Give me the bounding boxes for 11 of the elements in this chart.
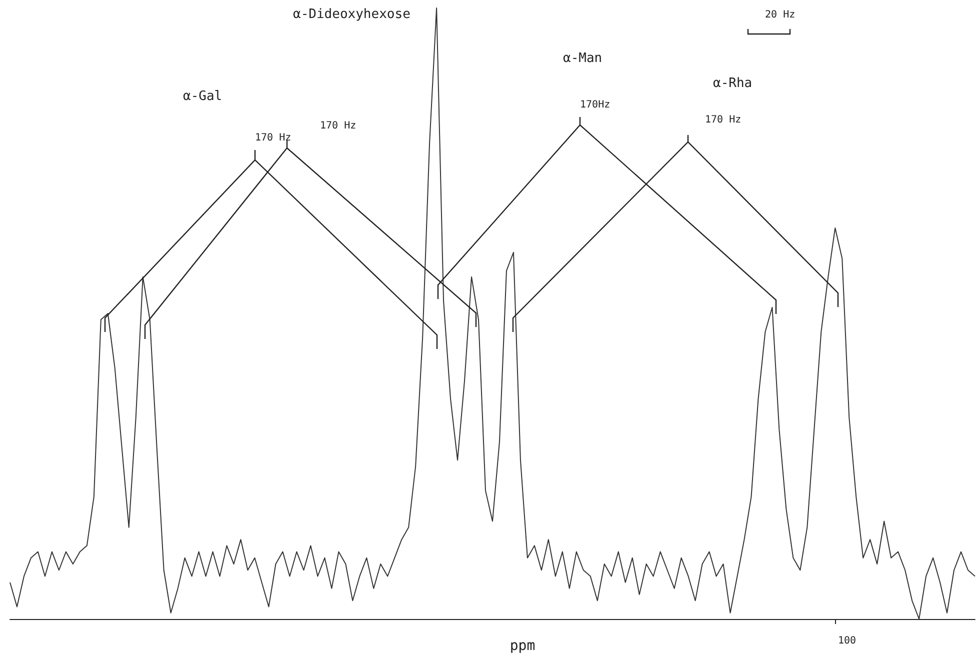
text: 100	[838, 636, 856, 646]
annotation: α-Man	[562, 51, 602, 66]
annotation: α-Rha	[712, 76, 752, 91]
annotation: 170 Hz	[255, 132, 292, 144]
annotation: α-Gal	[182, 89, 222, 104]
annotation: 170Hz	[580, 100, 610, 110]
annotation: 20 Hz	[764, 10, 796, 20]
annotation: 170 Hz	[705, 114, 742, 126]
annotation: α-Dideoxyhexose	[292, 7, 411, 22]
annotation: 170 Hz	[320, 120, 356, 132]
x-axis-title: ppm	[510, 638, 536, 654]
